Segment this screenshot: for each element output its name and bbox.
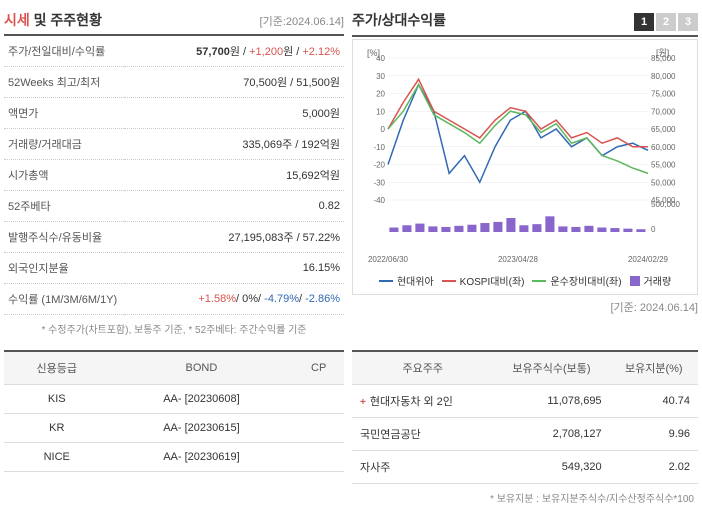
expand-icon[interactable]: + xyxy=(360,397,366,408)
legend-item: 거래량 xyxy=(630,273,672,288)
shareholder-name: 자사주 xyxy=(352,451,493,484)
chart-tab-2[interactable]: 2 xyxy=(656,13,676,31)
rating-cell xyxy=(293,385,344,414)
rating-cell xyxy=(293,443,344,472)
svg-text:-40: -40 xyxy=(373,196,385,205)
svg-text:40: 40 xyxy=(376,54,385,63)
shareholder-name[interactable]: +현대자동차 외 2인 xyxy=(352,385,493,418)
legend-item: 운수장비대비(좌) xyxy=(532,273,621,288)
shareholder-shares: 2,708,127 xyxy=(493,418,609,451)
stock-info-table: 주가/전일대비/수익률57,700원 / +1,200원 / +2.12%52W… xyxy=(4,36,344,315)
shareholder-pct: 40.74 xyxy=(610,385,698,418)
shareholder-header: 보유지분(%) xyxy=(610,351,698,385)
svg-text:65,000: 65,000 xyxy=(651,125,676,134)
svg-text:2022/06/30: 2022/06/30 xyxy=(368,255,409,264)
chart-container: [%][원]4085,0003080,0002075,0001070,00006… xyxy=(352,39,698,295)
chart-legend: 현대위아 KOSPI대비(좌) 운수장비대비(좌) 거래량 xyxy=(359,269,691,288)
svg-text:70,000: 70,000 xyxy=(651,107,676,116)
credit-rating-table: 신용등급BONDCP KISAA- [20230608]KRAA- [20230… xyxy=(4,350,344,472)
svg-text:-30: -30 xyxy=(373,178,385,187)
svg-text:500,000: 500,000 xyxy=(651,200,680,209)
right-title: 주가/상대수익률 xyxy=(352,10,446,30)
title-accent: 시세 xyxy=(4,12,30,28)
shareholder-table: 주요주주보유주식수(보통)보유지분(%) +현대자동차 외 2인11,078,6… xyxy=(352,350,698,484)
svg-text:30: 30 xyxy=(376,72,385,81)
svg-text:85,000: 85,000 xyxy=(651,54,676,63)
rating-cell: NICE xyxy=(4,443,110,472)
chart-reference-date: [기준: 2024.06.14] xyxy=(352,295,698,319)
stock-row-label: 수익률 (1M/3M/6M/1Y) xyxy=(4,284,124,315)
shareholder-shares: 549,320 xyxy=(493,451,609,484)
rating-cell: AA- [20230615] xyxy=(110,414,294,443)
svg-text:60,000: 60,000 xyxy=(651,143,676,152)
stock-row-value: 70,500원 / 51,500원 xyxy=(124,67,344,98)
svg-text:55,000: 55,000 xyxy=(651,161,676,170)
reference-date: [기준:2024.06.14] xyxy=(260,13,344,29)
stock-row-value: 57,700원 / +1,200원 / +2.12% xyxy=(124,36,344,67)
rating-cell xyxy=(293,414,344,443)
stock-row-value: 15,692억원 xyxy=(124,160,344,191)
stock-row-label: 발행주식수/유동비율 xyxy=(4,222,124,253)
stock-row-value: 5,000원 xyxy=(124,98,344,129)
rating-cell: AA- [20230619] xyxy=(110,443,294,472)
rating-header: BOND xyxy=(110,351,294,385)
rating-header: CP xyxy=(293,351,344,385)
stock-row-label: 외국인지분율 xyxy=(4,253,124,284)
stock-row-label: 거래량/거래대금 xyxy=(4,129,124,160)
legend-item: 현대위아 xyxy=(379,273,434,288)
svg-text:2023/04/28: 2023/04/28 xyxy=(498,255,539,264)
stock-row-label: 시가총액 xyxy=(4,160,124,191)
rating-cell: AA- [20230608] xyxy=(110,385,294,414)
right-section-header: 주가/상대수익률 123 xyxy=(352,4,698,37)
svg-text:-20: -20 xyxy=(373,161,385,170)
svg-text:20: 20 xyxy=(376,90,385,99)
shareholder-header: 보유주식수(보통) xyxy=(493,351,609,385)
stock-row-value: 27,195,083주 / 57.22% xyxy=(124,222,344,253)
svg-text:-10: -10 xyxy=(373,143,385,152)
svg-text:80,000: 80,000 xyxy=(651,72,676,81)
stock-row-value: 0.82 xyxy=(124,191,344,222)
stock-row-label: 52Weeks 최고/최저 xyxy=(4,67,124,98)
svg-text:75,000: 75,000 xyxy=(651,90,676,99)
svg-text:0: 0 xyxy=(381,125,386,134)
svg-text:10: 10 xyxy=(376,107,385,116)
chart-tab-3[interactable]: 3 xyxy=(678,13,698,31)
shareholder-name: 국민연금공단 xyxy=(352,418,493,451)
svg-text:0: 0 xyxy=(651,225,656,234)
left-section-header: 시세 및 주주현황 [기준:2024.06.14] xyxy=(4,4,344,36)
rating-cell: KR xyxy=(4,414,110,443)
left-footnote: * 수정주가(차트포함), 보통주 기준, * 52주베타: 주간수익률 기준 xyxy=(4,315,344,342)
shareholder-footnote: * 보유지분 : 보유지분주식수/지수산정주식수*100 xyxy=(352,484,698,511)
stock-row-label: 주가/전일대비/수익률 xyxy=(4,36,124,67)
shareholder-pct: 2.02 xyxy=(610,451,698,484)
chart-tabs: 123 xyxy=(634,13,698,31)
left-title: 시세 및 주주현황 xyxy=(4,10,102,30)
stock-row-value: 16.15% xyxy=(124,253,344,284)
stock-row-label: 액면가 xyxy=(4,98,124,129)
stock-row-value: +1.58%/ 0%/ -4.79%/ -2.86% xyxy=(124,284,344,315)
svg-text:2024/02/29: 2024/02/29 xyxy=(628,255,669,264)
shareholder-pct: 9.96 xyxy=(610,418,698,451)
rating-cell: KIS xyxy=(4,385,110,414)
rating-header: 신용등급 xyxy=(4,351,110,385)
shareholder-header: 주요주주 xyxy=(352,351,493,385)
stock-row-label: 52주베타 xyxy=(4,191,124,222)
price-chart: [%][원]4085,0003080,0002075,0001070,00006… xyxy=(359,46,691,266)
stock-row-value: 335,069주 / 192억원 xyxy=(124,129,344,160)
svg-text:50,000: 50,000 xyxy=(651,178,676,187)
chart-tab-1[interactable]: 1 xyxy=(634,13,654,31)
shareholder-shares: 11,078,695 xyxy=(493,385,609,418)
legend-item: KOSPI대비(좌) xyxy=(442,273,525,288)
title-rest: 및 주주현황 xyxy=(30,12,102,28)
